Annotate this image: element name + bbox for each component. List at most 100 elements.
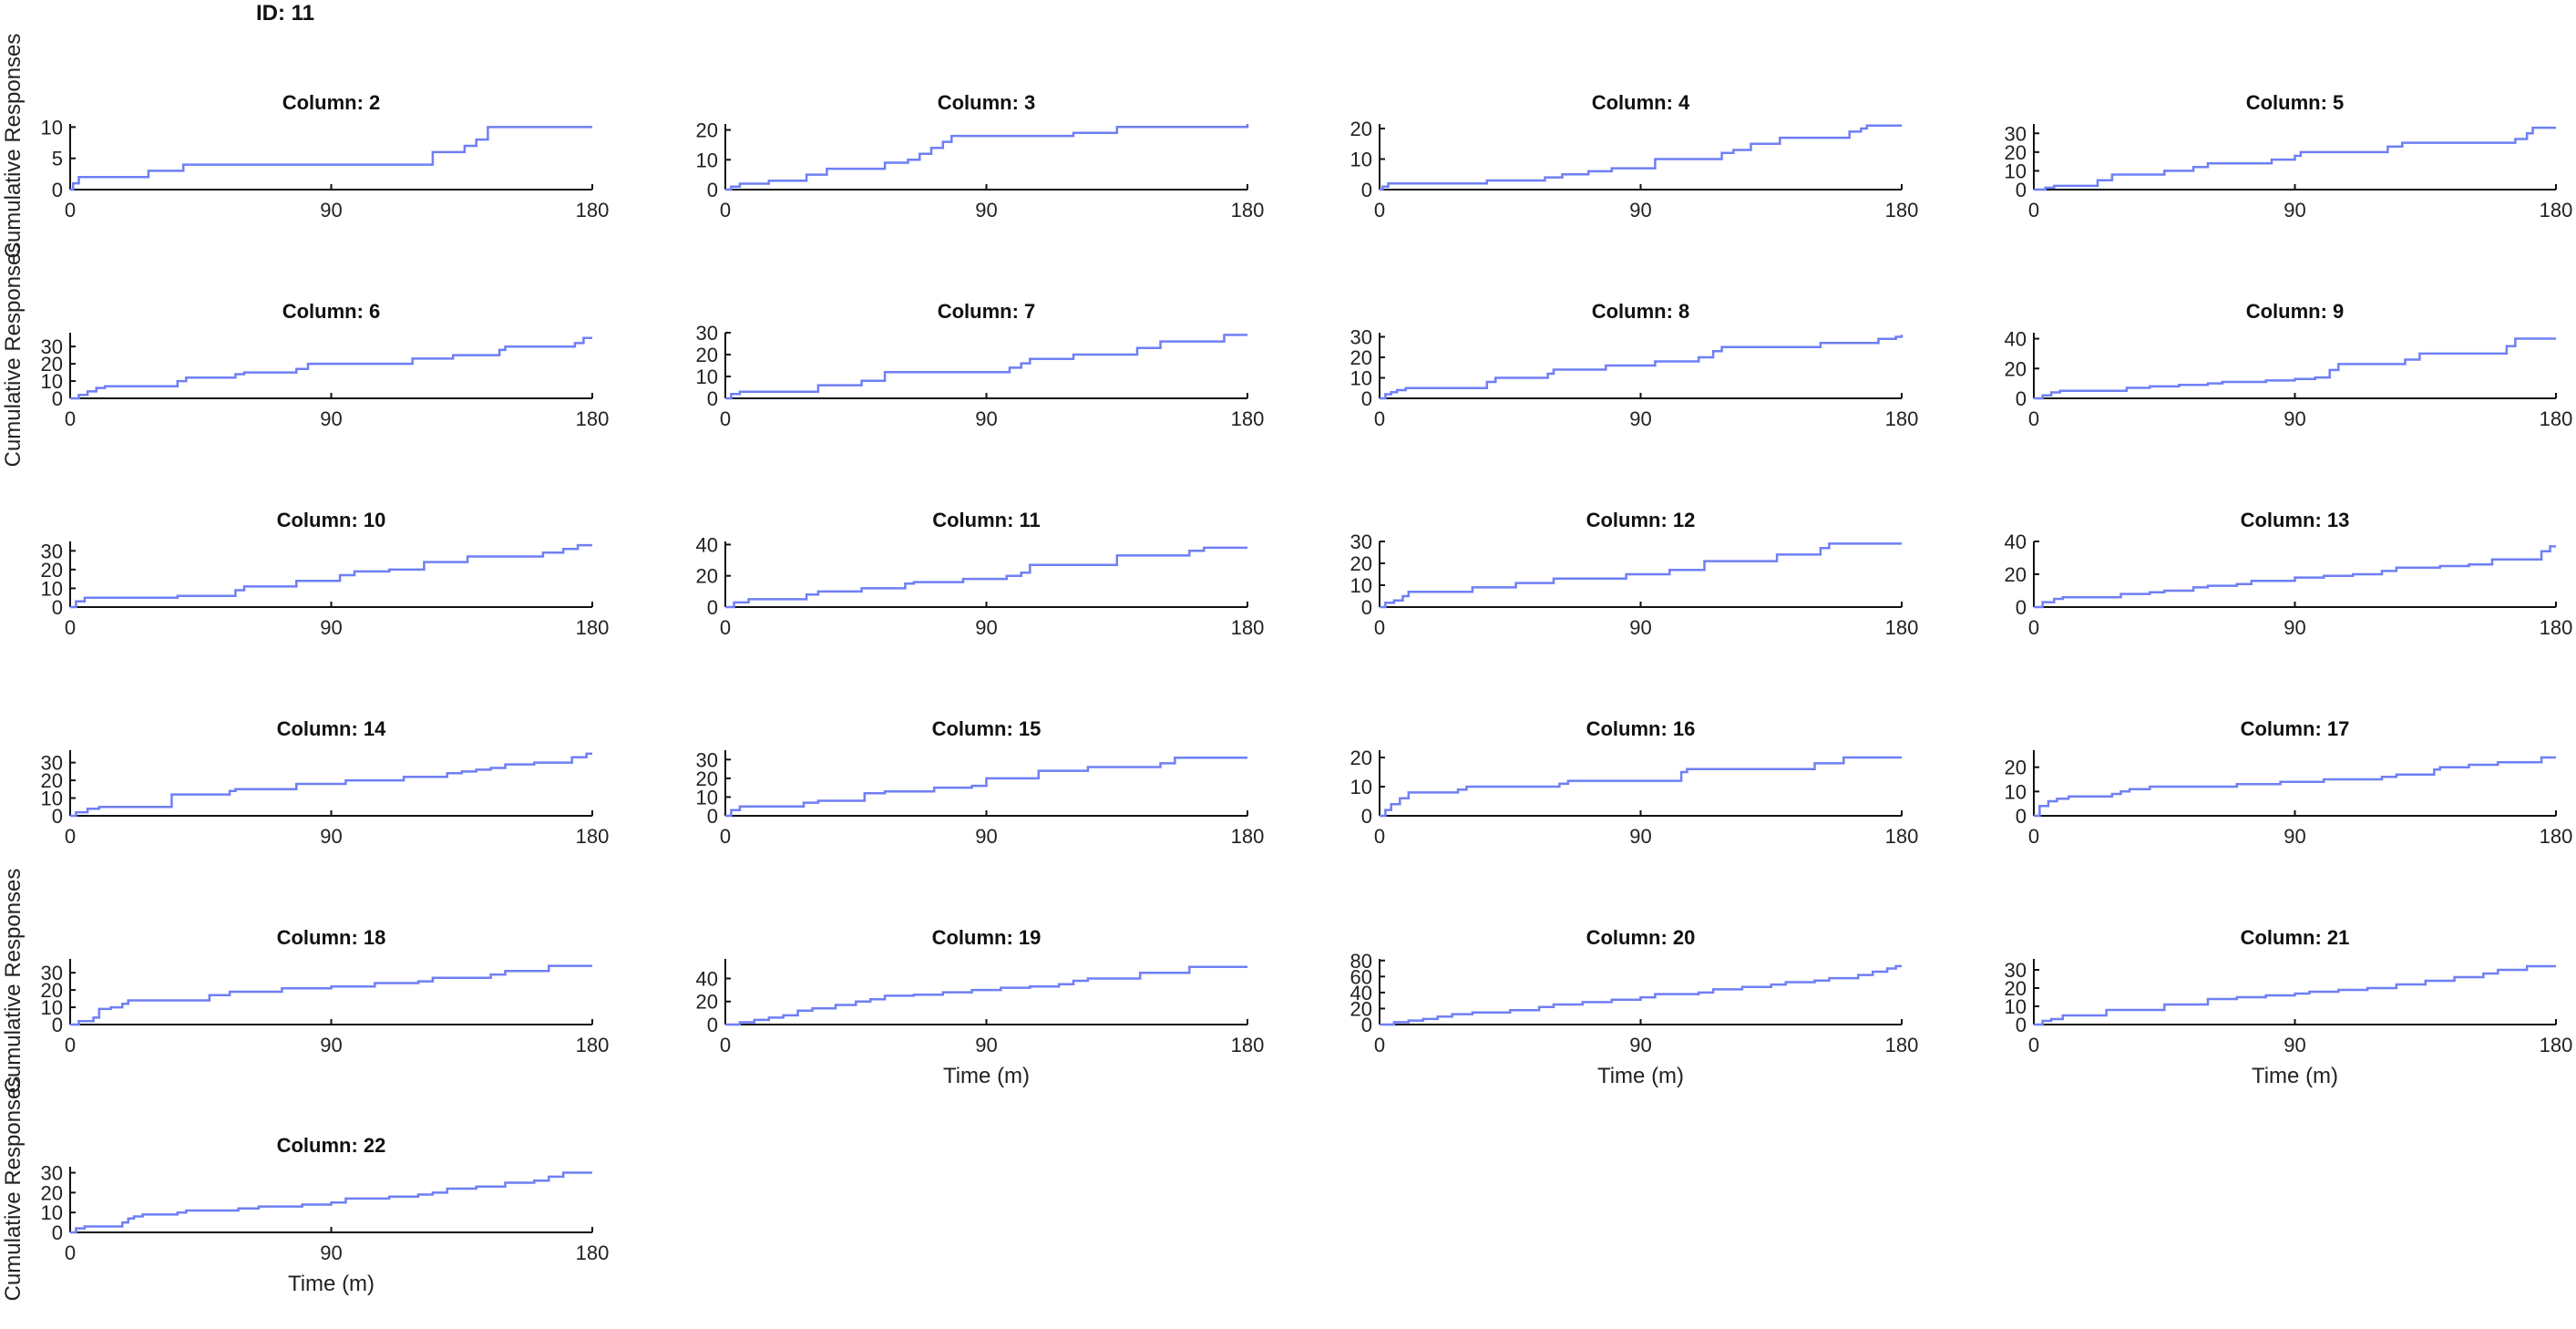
panel-title: Column: 4 — [1592, 91, 1690, 114]
y-tick-label: 20 — [2005, 563, 2027, 586]
x-tick-label: 180 — [576, 825, 610, 848]
panel-title: Column: 5 — [2246, 91, 2345, 114]
x-tick-label: 0 — [65, 407, 76, 430]
y-tick-label: 0 — [52, 1221, 63, 1244]
x-tick-label: 180 — [1231, 407, 1265, 430]
panel-title: Column: 21 — [2241, 926, 2350, 949]
x-tick-label: 180 — [576, 616, 610, 639]
y-tick-label: 20 — [41, 1181, 63, 1204]
y-tick-label: 40 — [2005, 531, 2027, 553]
y-tick-label: 20 — [696, 344, 718, 366]
cumulative-response-line — [725, 756, 1247, 818]
x-tick-label: 90 — [320, 825, 342, 848]
y-tick-label: 40 — [696, 967, 718, 990]
y-tick-label: 20 — [2005, 141, 2027, 164]
subplot-panel: Column: 2 0 90 180 0 5 10 Cumulative Responses — [1, 34, 609, 259]
y-tick-label: 30 — [696, 748, 718, 771]
figure-title: ID: 11 — [256, 1, 314, 26]
x-tick-label: 180 — [2540, 407, 2573, 430]
x-tick-label: 180 — [1885, 199, 1919, 222]
x-axis-label: Time (m) — [943, 1064, 1030, 1088]
y-tick-label: 20 — [41, 353, 63, 376]
y-axis-label: Cumulative Responses — [1, 1077, 26, 1302]
x-tick-label: 180 — [1885, 616, 1919, 639]
x-tick-label: 90 — [320, 199, 342, 222]
panel-title: Column: 9 — [2246, 300, 2345, 323]
y-tick-label: 0 — [2016, 596, 2027, 619]
x-tick-label: 0 — [2028, 1034, 2039, 1056]
y-axis-label: Cumulative Responses — [1, 242, 26, 468]
y-tick-label: 0 — [707, 1014, 718, 1036]
subplot-panel: Column: 13 0 90 180 0 20 40 — [2005, 509, 2573, 639]
x-tick-label: 0 — [2028, 407, 2039, 430]
x-axis-label: Time (m) — [2252, 1064, 2338, 1088]
subplot-panel: Column: 11 0 90 180 0 20 40 — [696, 509, 1265, 639]
y-tick-label: 0 — [707, 387, 718, 410]
x-tick-label: 0 — [1374, 407, 1385, 430]
cumulative-response-line — [1380, 335, 1904, 400]
y-tick-label: 10 — [1350, 776, 1372, 798]
x-axis-label: Time (m) — [288, 1272, 375, 1296]
y-tick-label: 0 — [707, 179, 718, 201]
y-tick-label: 20 — [1350, 118, 1372, 140]
y-tick-label: 40 — [696, 533, 718, 556]
x-tick-label: 180 — [2540, 616, 2573, 639]
x-tick-label: 180 — [1231, 616, 1265, 639]
y-tick-label: 80 — [1350, 950, 1372, 973]
y-tick-label: 0 — [707, 805, 718, 828]
cumulative-response-line — [70, 1171, 592, 1234]
cumulative-response-line — [2034, 756, 2556, 818]
y-tick-label: 10 — [41, 996, 63, 1019]
panel-title: Column: 20 — [1586, 926, 1696, 949]
panel-title: Column: 11 — [932, 509, 1041, 531]
panel-title: Column: 2 — [282, 91, 381, 114]
subplot-panel: Column: 4 0 90 180 0 10 20 — [1350, 91, 1919, 222]
panel-title: Column: 7 — [938, 300, 1036, 323]
y-tick-label: 10 — [41, 1201, 63, 1224]
x-tick-label: 90 — [320, 1034, 342, 1056]
x-tick-label: 90 — [2284, 825, 2305, 848]
cumulative-response-line — [1380, 964, 1902, 1026]
x-tick-label: 0 — [1374, 199, 1385, 222]
y-tick-label: 30 — [2005, 122, 2027, 145]
y-tick-label: 0 — [52, 179, 63, 201]
y-tick-label: 0 — [1361, 805, 1372, 828]
x-tick-label: 90 — [2284, 199, 2305, 222]
y-tick-label: 0 — [1361, 596, 1372, 619]
x-tick-label: 90 — [320, 1241, 342, 1264]
panel-title: Column: 14 — [277, 717, 387, 740]
x-tick-label: 0 — [65, 1034, 76, 1056]
x-tick-label: 0 — [65, 825, 76, 848]
x-tick-label: 90 — [1629, 616, 1651, 639]
cumulative-response-line — [725, 124, 1249, 191]
y-tick-label: 60 — [1350, 965, 1372, 988]
y-tick-label: 20 — [1350, 346, 1372, 369]
x-tick-label: 90 — [2284, 1034, 2305, 1056]
x-tick-label: 180 — [576, 199, 610, 222]
y-tick-label: 10 — [41, 116, 63, 139]
x-tick-label: 90 — [1629, 199, 1651, 222]
panel-title: Column: 16 — [1586, 717, 1696, 740]
y-axis-label: Cumulative Responses — [1, 869, 26, 1094]
y-tick-label: 10 — [2005, 780, 2027, 803]
cumulative-response-line — [1380, 542, 1902, 609]
cumulative-response-line — [2034, 545, 2556, 609]
y-tick-label: 20 — [696, 991, 718, 1014]
panel-title: Column: 6 — [282, 300, 381, 323]
x-tick-label: 90 — [2284, 616, 2305, 639]
x-tick-label: 180 — [1231, 825, 1265, 848]
x-tick-label: 90 — [975, 199, 997, 222]
y-tick-label: 30 — [41, 1162, 63, 1185]
y-tick-label: 30 — [41, 962, 63, 984]
y-tick-label: 20 — [1350, 997, 1372, 1020]
